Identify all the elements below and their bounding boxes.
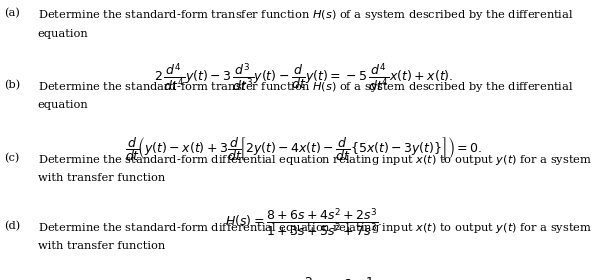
Text: $2\,\dfrac{d^4}{dt^4}y(t) - 3\,\dfrac{d^3}{dt^3}y(t) - \dfrac{d}{dt}y(t) = -5\,\: $2\,\dfrac{d^4}{dt^4}y(t) - 3\,\dfrac{d^… <box>154 62 453 94</box>
Text: (a): (a) <box>4 8 19 19</box>
Text: $H(s) = 3s - \dfrac{2}{s+2} + \dfrac{s-1}{s^2+1}.$: $H(s) = 3s - \dfrac{2}{s+2} + \dfrac{s-1… <box>223 276 384 280</box>
Text: Determine the standard-form transfer function $H(s)$ of a system described by th: Determine the standard-form transfer fun… <box>38 8 573 22</box>
Text: Determine the standard-form transfer function $H(s)$ of a system described by th: Determine the standard-form transfer fun… <box>38 80 573 94</box>
Text: (c): (c) <box>4 153 19 163</box>
Text: (d): (d) <box>4 221 20 232</box>
Text: $\dfrac{d}{dt}\!\left(y(t) - x(t) + 3\dfrac{d}{dt}\!\left[2y(t) - 4x(t) - \dfrac: $\dfrac{d}{dt}\!\left(y(t) - x(t) + 3\df… <box>125 135 482 163</box>
Text: equation: equation <box>38 100 89 110</box>
Text: with transfer function: with transfer function <box>38 241 165 251</box>
Text: Determine the standard-form differential equation relating input $x(t)$ to outpu: Determine the standard-form differential… <box>38 221 592 235</box>
Text: with transfer function: with transfer function <box>38 173 165 183</box>
Text: (b): (b) <box>4 80 20 90</box>
Text: Determine the standard-form differential equation relating input $x(t)$ to outpu: Determine the standard-form differential… <box>38 153 592 167</box>
Text: $H(s) = \dfrac{8 + 6s + 4s^2 + 2s^3}{1 + 3s + 5s^2 + 7s^3}.$: $H(s) = \dfrac{8 + 6s + 4s^2 + 2s^3}{1 +… <box>225 206 382 238</box>
Text: equation: equation <box>38 29 89 39</box>
